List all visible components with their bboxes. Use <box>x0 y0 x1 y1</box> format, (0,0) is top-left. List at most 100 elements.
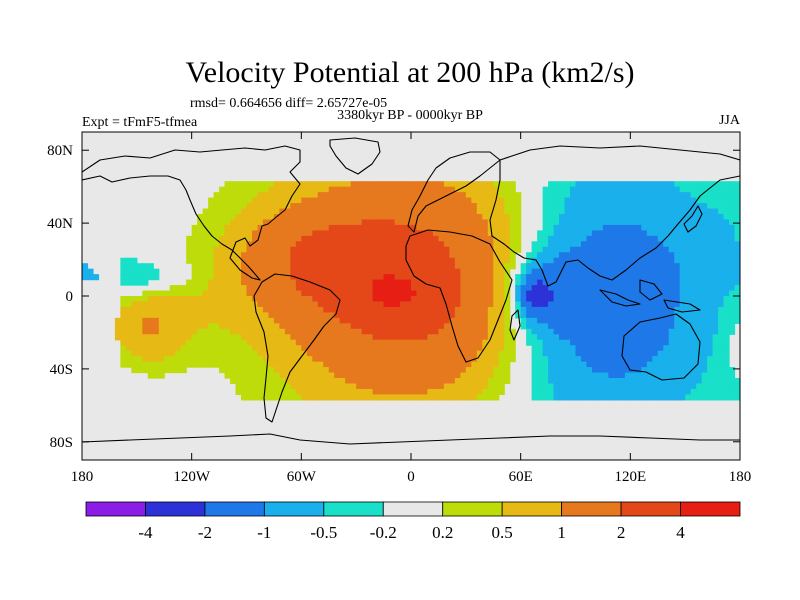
contour-cell <box>235 263 242 270</box>
contour-cell <box>142 301 149 308</box>
contour-cell <box>646 246 653 253</box>
contour-cell <box>389 181 396 188</box>
contour-cell <box>394 241 401 248</box>
contour-cell <box>718 274 725 281</box>
contour-cell <box>531 339 538 346</box>
contour-cell <box>696 214 703 221</box>
contour-cell <box>230 367 237 374</box>
contour-cell <box>175 356 182 363</box>
contour-cell <box>323 296 330 303</box>
contour-cell <box>268 361 275 368</box>
contour-cell <box>339 263 346 270</box>
contour-cell <box>383 197 390 204</box>
contour-cell <box>635 378 642 385</box>
contour-cell <box>405 372 412 379</box>
contour-cell <box>372 323 379 330</box>
contour-cell <box>389 290 396 297</box>
contour-cell <box>559 263 566 270</box>
contour-cell <box>696 197 703 204</box>
contour-cell <box>411 224 418 231</box>
contour-cell <box>147 312 154 319</box>
contour-cell <box>284 339 291 346</box>
contour-cell <box>663 235 670 242</box>
contour-cell <box>246 290 253 297</box>
contour-cell <box>635 192 642 199</box>
contour-cell <box>465 186 472 193</box>
contour-cell <box>411 301 418 308</box>
contour-cell <box>438 230 445 237</box>
contour-cell <box>323 378 330 385</box>
contour-cell <box>465 388 472 395</box>
contour-cell <box>339 383 346 390</box>
contour-cell <box>202 214 209 221</box>
contour-cell <box>400 279 407 286</box>
contour-cell <box>361 361 368 368</box>
contour-cell <box>334 219 341 226</box>
contour-cell <box>372 350 379 357</box>
contour-cell <box>246 197 253 204</box>
contour-cell <box>427 274 434 281</box>
contour-cell <box>301 383 308 390</box>
contour-cell <box>241 214 248 221</box>
contour-cell <box>646 312 653 319</box>
contour-cell <box>663 197 670 204</box>
contour-cell <box>580 388 588 395</box>
contour-cell <box>602 241 609 248</box>
contour-cell <box>317 268 324 275</box>
contour-cell <box>729 279 736 286</box>
contour-cell <box>619 203 626 210</box>
contour-cell <box>306 263 313 270</box>
contour-cell <box>624 219 631 226</box>
contour-cell <box>131 301 138 308</box>
contour-cell <box>268 203 275 210</box>
contour-cell <box>284 252 291 259</box>
contour-cell <box>624 372 631 379</box>
contour-cell <box>729 290 736 297</box>
contour-cell <box>559 301 566 308</box>
contour-cell <box>284 181 291 188</box>
contour-cell <box>394 345 401 352</box>
contour-cell <box>367 186 374 193</box>
contour-cell <box>460 323 467 330</box>
colorbar-swatch <box>382 501 444 517</box>
contour-cell <box>657 394 664 401</box>
contour-cell <box>323 279 330 286</box>
contour-cell <box>301 301 308 308</box>
contour-cell <box>460 186 467 193</box>
contour-cell <box>164 317 171 324</box>
contour-cell <box>389 224 396 231</box>
contour-cell <box>345 235 352 242</box>
contour-cell <box>394 279 401 286</box>
contour-cell <box>509 214 516 221</box>
contour-cell <box>361 214 368 221</box>
contour-cell <box>350 350 357 357</box>
contour-cell <box>487 306 494 313</box>
contour-cell <box>718 203 725 210</box>
contour-cell <box>147 317 154 324</box>
contour-cell <box>641 345 648 352</box>
contour-cell <box>400 317 407 324</box>
contour-cell <box>718 279 725 286</box>
contour-cell <box>652 383 659 390</box>
contour-cell <box>251 219 259 226</box>
contour-cell <box>356 285 363 292</box>
contour-cell <box>416 361 423 368</box>
contour-cell <box>652 356 659 363</box>
contour-cell <box>443 312 450 319</box>
contour-cell <box>350 268 357 275</box>
contour-cell <box>339 186 346 193</box>
contour-cell <box>224 192 231 199</box>
contour-cell <box>679 334 686 341</box>
contour-cell <box>646 285 653 292</box>
contour-cell <box>350 361 357 368</box>
contour-cell <box>378 301 385 308</box>
contour-cell <box>597 350 604 357</box>
contour-cell <box>652 301 659 308</box>
contour-cell <box>284 296 291 303</box>
contour-cell <box>509 219 516 226</box>
contour-cell <box>317 323 324 330</box>
contour-cell <box>487 296 494 303</box>
contour-cell <box>734 246 740 253</box>
contour-cell <box>493 214 500 221</box>
contour-cell <box>586 214 593 221</box>
